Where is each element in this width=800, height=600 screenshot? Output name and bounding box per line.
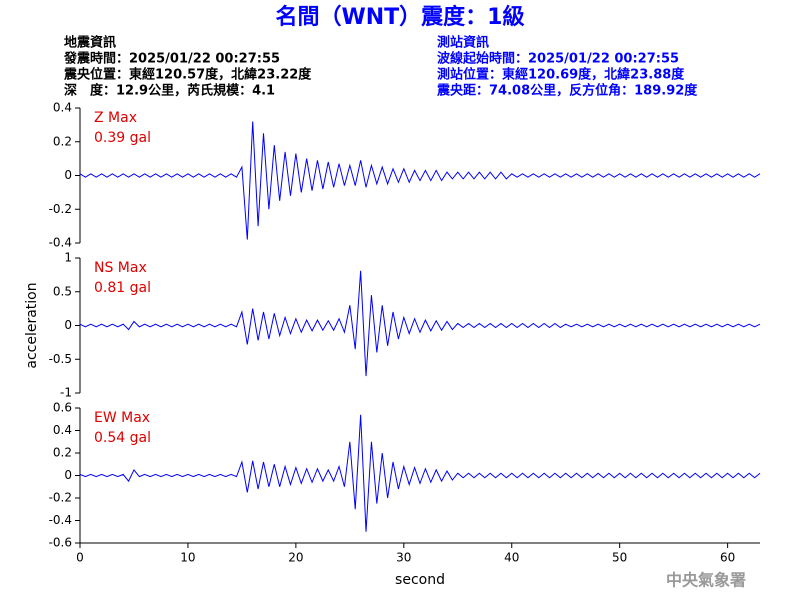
x-tick-label: 60 (720, 551, 735, 565)
y-tick-label: -0.2 (49, 491, 72, 505)
event-info: 震央位置：東經120.57度，北緯23.22度 (63, 67, 312, 83)
max-annotation: NS Max (94, 260, 147, 276)
waveform (79, 414, 761, 532)
y-tick-label: 0.4 (53, 423, 72, 437)
y-tick-label: 0 (64, 318, 72, 332)
x-axis-label: second (395, 572, 445, 588)
y-tick-label: 0.5 (53, 284, 72, 298)
max-annotation: 0.39 gal (94, 130, 151, 146)
y-tick-label: 0 (64, 468, 72, 482)
y-tick-label: -0.4 (49, 236, 72, 250)
x-tick-label: 30 (396, 551, 411, 565)
y-tick-label: -0.6 (49, 536, 72, 550)
waveform (79, 270, 761, 377)
footer: 中央氣象署 (666, 571, 746, 590)
y-tick-label: 0 (64, 168, 72, 182)
y-tick-label: -0.5 (49, 352, 72, 366)
y-tick-label: 0.2 (53, 446, 72, 460)
x-tick-label: 50 (612, 551, 627, 565)
x-tick-label: 10 (180, 551, 195, 565)
waveform (79, 121, 761, 240)
y-tick-label: 0.2 (53, 134, 72, 148)
max-annotation: 0.54 gal (94, 430, 151, 446)
event-info: 地震資訊 (64, 35, 116, 51)
y-tick-label: 0.6 (53, 401, 72, 415)
station-info: 測站位置：東經120.69度，北緯23.88度 (437, 67, 685, 83)
y-tick-label: 0.4 (53, 101, 72, 115)
max-annotation: Z Max (94, 110, 137, 126)
y-tick-label: 1 (64, 251, 72, 265)
station-info: 測站資訊 (437, 35, 489, 51)
max-annotation: EW Max (94, 410, 150, 426)
event-info: 發震時間：2025/01/22 00:27:55 (63, 51, 280, 67)
y-tick-label: -0.2 (49, 202, 72, 216)
y-axis-label: acceleration (24, 282, 40, 368)
station-info: 震央距：74.08公里，反方位角：189.92度 (436, 83, 698, 99)
event-info: 深 度：12.9公里，芮氏規模：4.1 (64, 83, 275, 99)
y-tick-label: -1 (60, 386, 72, 400)
y-tick-label: -0.4 (49, 513, 72, 527)
x-tick-label: 20 (288, 551, 303, 565)
x-tick-label: 40 (504, 551, 519, 565)
x-tick-label: 0 (76, 551, 84, 565)
title: 名間（WNT）震度：1級 (276, 4, 525, 30)
station-info: 波線起始時間：2025/01/22 00:27:55 (437, 51, 679, 67)
max-annotation: 0.81 gal (94, 280, 151, 296)
